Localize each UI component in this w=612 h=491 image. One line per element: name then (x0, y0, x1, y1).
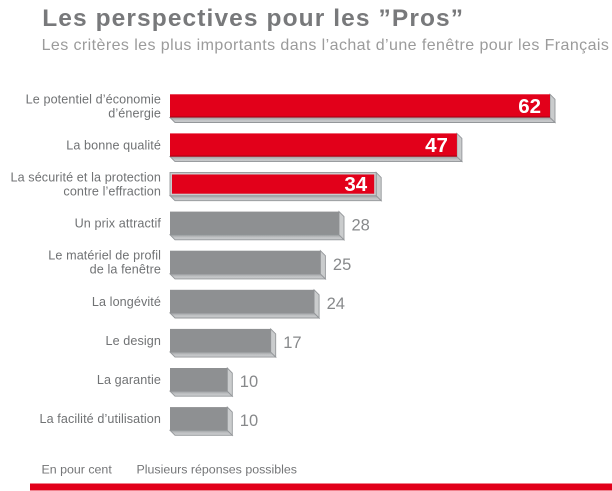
svg-text:Un prix attractif: Un prix attractif (75, 217, 162, 231)
svg-text:Le design: Le design (105, 334, 161, 348)
svg-text:34: 34 (344, 173, 367, 196)
svg-text:Le potentiel d’économie: Le potentiel d’économie (26, 92, 161, 106)
svg-text:Le matériel de profil: Le matériel de profil (48, 249, 161, 263)
svg-text:17: 17 (283, 334, 301, 352)
svg-text:10: 10 (240, 373, 258, 391)
svg-text:La facilité d’utilisation: La facilité d’utilisation (39, 412, 161, 426)
svg-text:Les perspectives pour les ”Pro: Les perspectives pour les ”Pros” (42, 5, 464, 32)
svg-text:de la fenêtre: de la fenêtre (90, 263, 161, 277)
svg-text:La longévité: La longévité (92, 295, 161, 309)
svg-text:24: 24 (327, 295, 345, 313)
svg-text:Les critères les plus importan: Les critères les plus importants dans l’… (42, 37, 610, 54)
svg-text:25: 25 (333, 256, 351, 274)
svg-text:62: 62 (518, 95, 541, 118)
svg-text:contre l’effraction: contre l’effraction (63, 185, 161, 199)
svg-text:10: 10 (240, 412, 258, 430)
svg-text:47: 47 (425, 134, 448, 157)
svg-text:28: 28 (352, 217, 370, 235)
svg-text:Plusieurs réponses possibles: Plusieurs réponses possibles (137, 463, 297, 477)
svg-text:La bonne qualité: La bonne qualité (66, 139, 161, 153)
svg-text:d’énergie: d’énergie (108, 106, 161, 120)
svg-text:La sécurité et la protection: La sécurité et la protection (10, 171, 161, 185)
svg-text:En pour cent: En pour cent (42, 463, 113, 477)
svg-text:La garantie: La garantie (97, 373, 161, 387)
